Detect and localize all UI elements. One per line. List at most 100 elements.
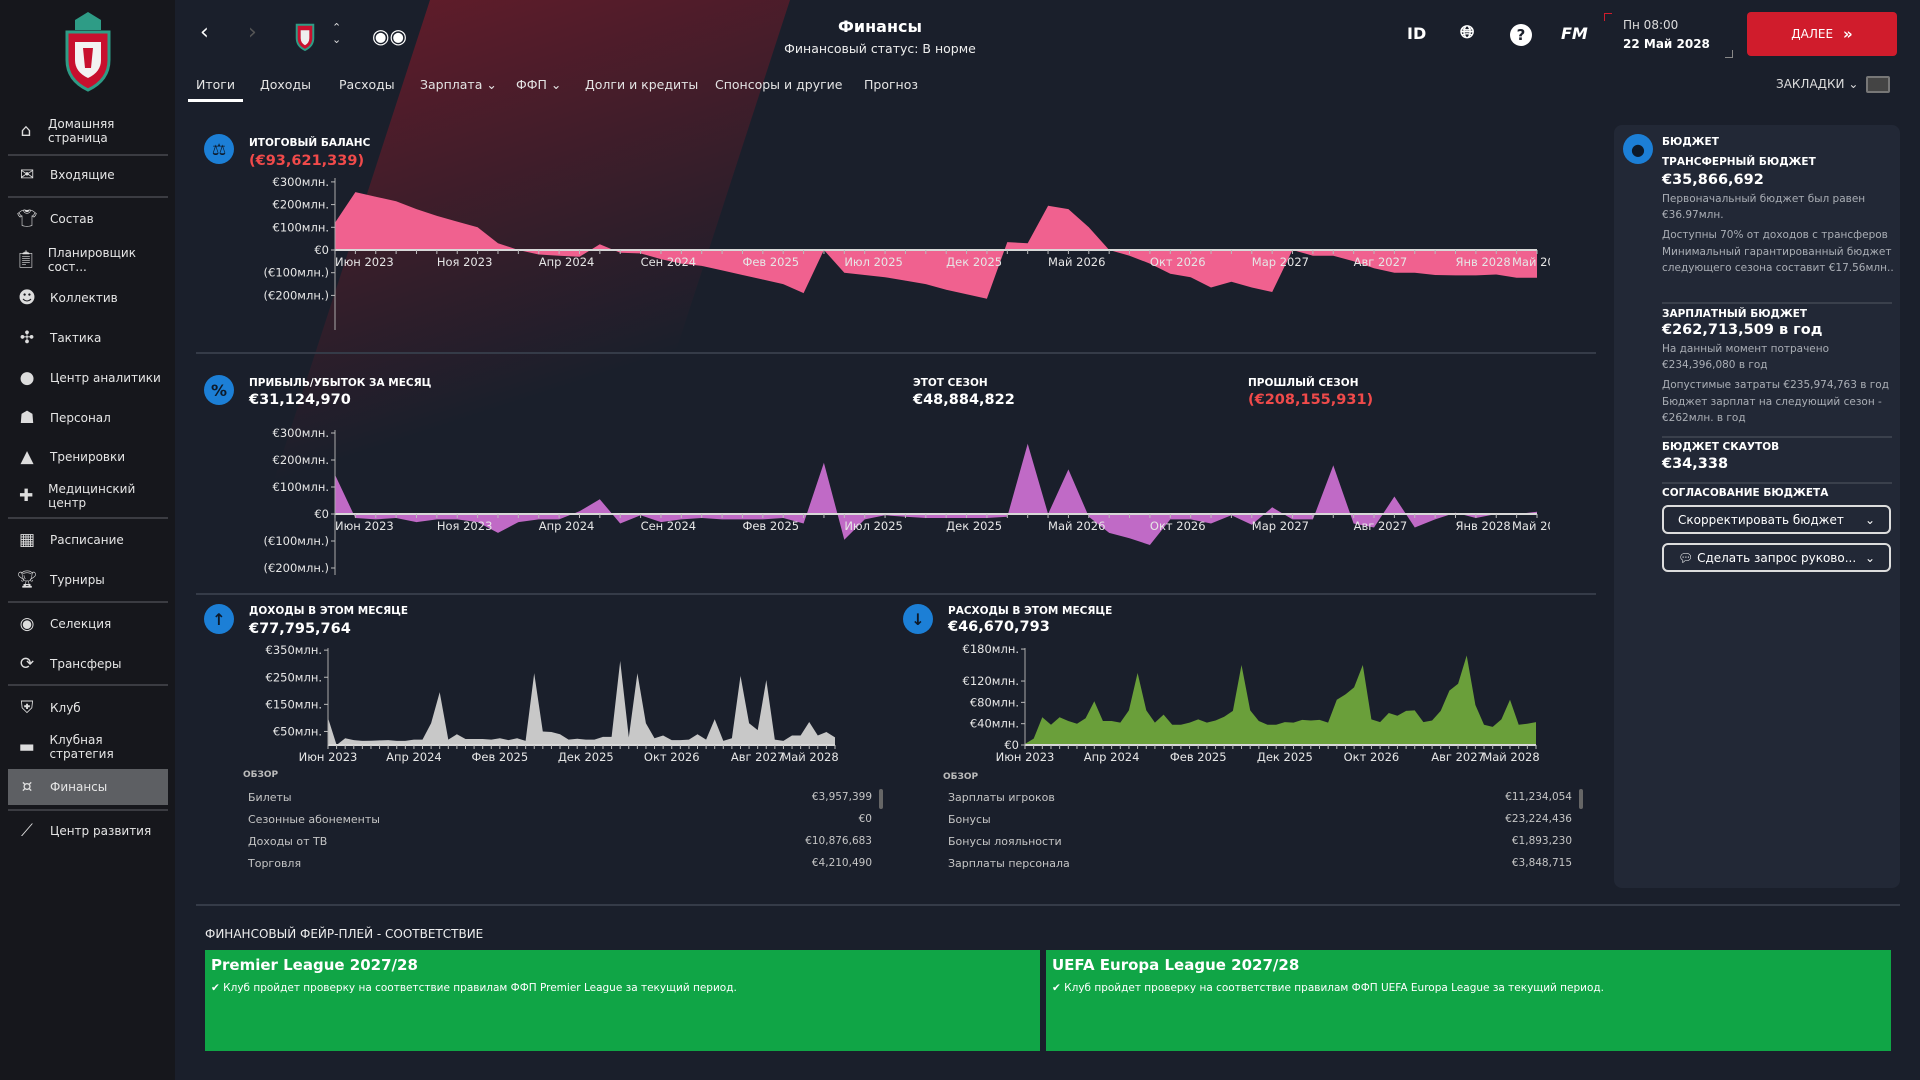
sidebar-item[interactable]: ✚ Медицинский центр <box>8 478 168 514</box>
tab[interactable]: Спонсоры и другие <box>715 77 843 92</box>
last-season-label: ПРОШЛЫЙ СЕЗОН <box>1248 377 1359 389</box>
tab[interactable]: Доходы <box>260 77 311 92</box>
tab[interactable]: Долги и кредиты <box>585 77 699 92</box>
y-tick-label: €250млн. <box>266 670 322 684</box>
piggy-bank-icon: ● <box>1623 134 1653 164</box>
row-value: €3,957,399 <box>811 791 872 803</box>
row-name: Билеты <box>248 790 292 804</box>
briefcase-icon: ▬ <box>18 737 35 757</box>
sidebar-item[interactable]: ▲ Тренировки <box>8 439 168 475</box>
medical-icon: ✚ <box>18 486 34 506</box>
sidebar-item[interactable]: ☗ Персонал <box>8 400 168 436</box>
shield-icon: ⛨ <box>20 698 34 718</box>
profit-chart: €300млн. €200млн. €100млн. €0 (€100млн.) (€20… <box>264 426 1550 575</box>
bookmarks-button[interactable]: ЗАКЛАДКИ ⌄ <box>1776 77 1858 91</box>
row-value: €4,210,490 <box>811 857 872 869</box>
continue-button[interactable]: ДАЛЕЕ » <box>1747 12 1897 56</box>
sidebar-divider <box>8 684 168 686</box>
sidebar-item-label: Центр развития <box>50 824 152 838</box>
sidebar-item[interactable]: ⌂ Домашняя страница <box>8 113 168 149</box>
help-icon[interactable]: ? <box>1510 24 1532 46</box>
wage-note: Допустимые затраты €235,974,763 в год <box>1662 379 1889 391</box>
overview-row: Зарплаты игроков €11,234,054 <box>948 786 1572 808</box>
x-tick-label: Фев 2025 <box>742 255 799 269</box>
tab[interactable]: Прогноз <box>864 77 919 92</box>
trophy-icon: 🏆︎ <box>16 570 38 590</box>
y-tick-label: €120млн. <box>963 674 1019 688</box>
sidebar-item[interactable]: ◉ Селекция <box>8 606 168 642</box>
budget-panel: ● БЮДЖЕТ ТРАНСФЕРНЫЙ БЮДЖЕТ €35,866,692 … <box>1614 125 1900 888</box>
transfer-icon: ⟳ <box>19 654 35 674</box>
x-tick-label: Апр 2024 <box>539 519 595 533</box>
x-tick-label: Янв 2028 <box>1456 519 1511 533</box>
monitor-icon[interactable] <box>1866 76 1890 93</box>
tab[interactable]: Расходы <box>339 77 395 92</box>
bookmarks-label: ЗАКЛАДКИ <box>1776 77 1845 91</box>
club-switch-icon[interactable]: ⌃ ⌄ <box>332 21 342 46</box>
back-button[interactable]: ‹ <box>200 20 209 45</box>
x-tick-label: Ноя 2023 <box>437 519 493 533</box>
tab[interactable]: Итоги <box>188 77 243 102</box>
binoculars-icon[interactable]: ◉◉ <box>372 24 407 48</box>
day-time: Пн 08:00 <box>1623 18 1679 32</box>
sidebar-item-label: Состав <box>50 212 94 226</box>
sidebar-item[interactable]: ¤ Финансы <box>8 769 168 805</box>
sidebar-item-label: Финансы <box>50 780 108 794</box>
tab[interactable]: ФФП ⌄ <box>516 77 562 92</box>
profit-value: €31,124,970 <box>249 392 351 408</box>
tab[interactable]: Зарплата ⌄ <box>420 77 497 92</box>
adjust-budget-dropdown[interactable]: Скорректировать бюджет ⌄ <box>1662 505 1891 534</box>
mail-icon: ✉ <box>19 165 35 185</box>
sidebar-item-label: Домашняя страница <box>48 117 115 145</box>
overview-row: Доходы от ТВ €10,876,683 <box>248 830 872 852</box>
y-tick-label: €350млн. <box>266 643 322 657</box>
forward-button[interactable]: › <box>248 20 257 45</box>
sidebar-divider <box>8 601 168 603</box>
x-tick-label: Сен 2024 <box>641 255 697 269</box>
x-tick-label: Окт 2026 <box>1150 255 1206 269</box>
x-tick-label: Апр 2024 <box>1084 750 1140 764</box>
x-tick-label: Авг 2027 <box>731 750 785 764</box>
analytics-icon: ● <box>19 368 35 388</box>
overview-row: Торговля €4,210,490 <box>248 852 872 874</box>
x-tick-label: Дек 2025 <box>558 750 614 764</box>
sidebar-divider <box>8 196 168 198</box>
balance-value: (€93,621,339) <box>249 153 365 169</box>
sidebar-item[interactable]: ⟋ Центр развития <box>8 813 168 849</box>
sidebar-item[interactable]: ▦ Расписание <box>8 522 168 558</box>
globe-icon[interactable]: 🌐︎ <box>1460 22 1475 43</box>
area-series <box>1025 655 1536 745</box>
sidebar-item-label: Тактика <box>50 331 102 345</box>
x-tick-label: Июн 2023 <box>335 255 394 269</box>
x-tick-label: Ноя 2023 <box>437 255 493 269</box>
x-tick-label: Апр 2024 <box>539 255 595 269</box>
id-button[interactable]: ID <box>1407 24 1427 43</box>
shirt-icon: 👕︎ <box>16 209 38 229</box>
row-value: €23,224,436 <box>1505 813 1572 825</box>
x-tick-label: Авг 2027 <box>1431 750 1485 764</box>
ffp-status-text: Клуб пройдет проверку на соответствие пр… <box>223 982 737 994</box>
sidebar-item[interactable]: ⛨ Клуб <box>8 690 168 726</box>
scout-budget-title: БЮДЖЕТ СКАУТОВ <box>1662 441 1780 453</box>
budget-divider <box>1662 436 1892 438</box>
y-tick-label: €0 <box>1004 738 1019 752</box>
club-crest-icon[interactable] <box>292 18 318 52</box>
fm-button[interactable]: FM <box>1561 24 1588 43</box>
sidebar-item[interactable]: 🏆︎ Турниры <box>8 562 168 598</box>
sidebar-item[interactable]: ✉ Входящие <box>8 157 168 193</box>
sidebar-item[interactable]: ▬ Клубная стратегия <box>8 729 168 765</box>
income-scrollbar[interactable] <box>879 789 883 809</box>
x-tick-label: Окт 2026 <box>1344 750 1400 764</box>
request-board-dropdown[interactable]: 💬︎ Сделать запрос руково... ⌄ <box>1662 543 1891 572</box>
sidebar-item[interactable]: ✣ Тактика <box>8 320 168 356</box>
sidebar-item[interactable]: 👕︎ Состав <box>8 201 168 237</box>
x-tick-label: Июн 2023 <box>335 519 394 533</box>
budget-title: БЮДЖЕТ <box>1662 136 1719 148</box>
sidebar-item[interactable]: ☻ Коллектив <box>8 280 168 316</box>
sidebar-item[interactable]: 📋︎ Планировщик сост... <box>8 242 168 278</box>
expenses-scrollbar[interactable] <box>1579 789 1583 809</box>
row-value: €11,234,054 <box>1505 791 1572 803</box>
sidebar-item[interactable]: ⟳ Трансферы <box>8 646 168 682</box>
sidebar-item[interactable]: ● Центр аналитики <box>8 360 168 396</box>
